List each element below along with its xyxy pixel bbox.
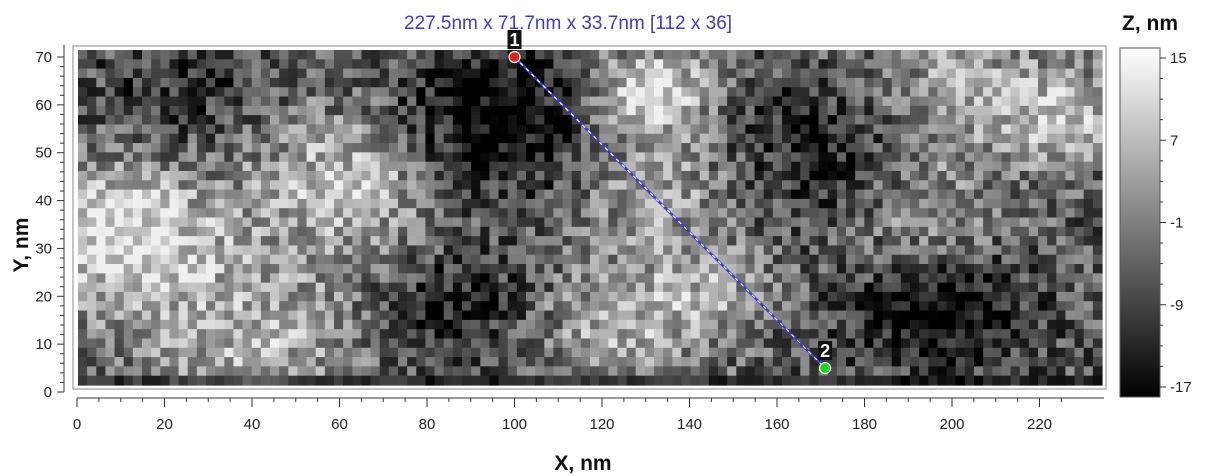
x-tick-label: 220 xyxy=(1027,416,1052,433)
x-tick-label: 20 xyxy=(156,416,173,433)
profile-marker-label: 2 xyxy=(820,341,830,361)
y-tick-label: 20 xyxy=(35,288,52,305)
y-tick-label: 40 xyxy=(35,193,52,210)
x-tick-label: 160 xyxy=(764,416,789,433)
y-axis: 0 10 20 30 40 50 60 70 xyxy=(35,45,65,401)
colorbar-tick-label: -9 xyxy=(1170,297,1183,314)
x-tick-label: 140 xyxy=(677,416,702,433)
y-axis-title: Y, nm xyxy=(10,218,33,273)
y-tick-label: 50 xyxy=(35,145,52,162)
x-axis: 0 20 40 60 80 100 120 140 160 180 200 220 xyxy=(73,397,1104,433)
colorbar-tick-label: -17 xyxy=(1170,379,1192,396)
x-tick-label: 200 xyxy=(939,416,964,433)
profile-marker-box xyxy=(507,30,522,49)
profile-end-handle[interactable] xyxy=(819,361,832,375)
colorbar xyxy=(1119,47,1161,398)
y-tick-label: 30 xyxy=(35,240,52,257)
x-tick-label: 100 xyxy=(502,416,527,433)
y-tick-label: 0 xyxy=(44,384,52,401)
x-tick-label: 40 xyxy=(244,416,261,433)
x-tick-label: 0 xyxy=(73,416,81,433)
x-tick-label: 60 xyxy=(331,416,348,433)
x-tick-label: 80 xyxy=(419,416,436,433)
profile-line-dash xyxy=(514,56,826,369)
colorbar-tick-label: 7 xyxy=(1170,132,1178,149)
heatmap-cells xyxy=(78,50,1103,386)
y-tick-label: 10 xyxy=(35,336,52,353)
x-tick-label: 120 xyxy=(589,416,614,433)
profile-line[interactable]: 12 xyxy=(507,30,833,375)
colorbar-title: Z, nm xyxy=(1122,12,1178,35)
chart-title: 227.5nm x 71.7nm x 33.7nm [112 x 36] xyxy=(404,13,732,34)
y-tick-label: 60 xyxy=(35,97,52,114)
profile-start-handle[interactable] xyxy=(508,50,521,64)
colorbar-tick-label: 15 xyxy=(1170,50,1187,67)
plot-frame xyxy=(72,45,1107,390)
y-tick-label: 70 xyxy=(35,49,52,66)
x-tick-label: 180 xyxy=(852,416,877,433)
colorbar-tick-label: -1 xyxy=(1170,215,1183,232)
profile-marker-label: 1 xyxy=(509,30,519,50)
heatmap-surface xyxy=(78,50,1103,386)
profile-marker-box xyxy=(818,341,833,361)
x-axis-title: X, nm xyxy=(554,452,611,475)
colorbar-axis: 15 7 -1 -9 -17 xyxy=(1160,50,1192,396)
